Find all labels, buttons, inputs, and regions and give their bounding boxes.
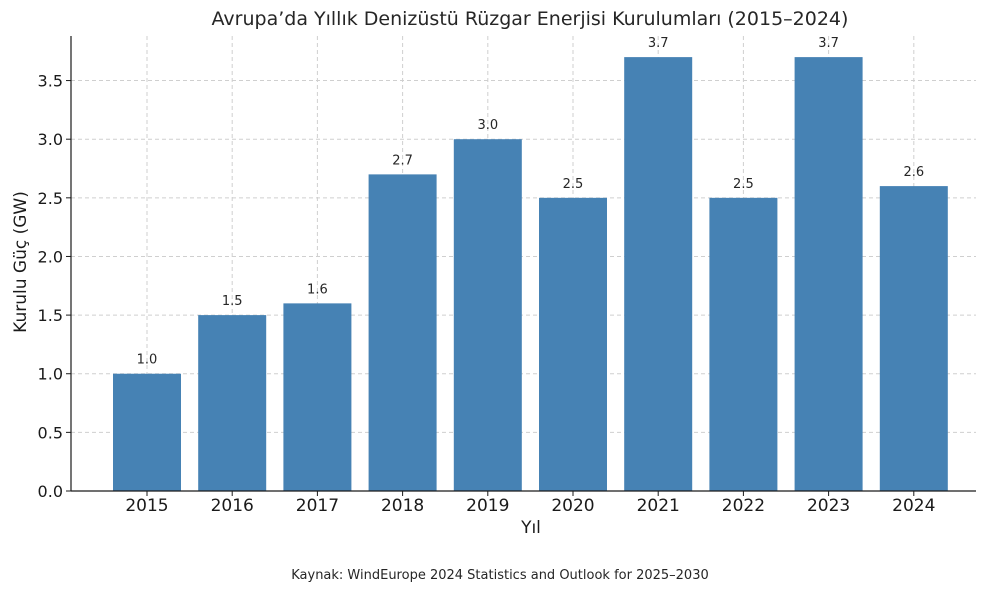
bar-2018: [368, 174, 437, 491]
y-ticks: 0.0 0.5 1.0 1.5 2.0 2.5 3.0 3.5: [38, 72, 71, 501]
data-label-2024: 2.6: [903, 165, 924, 180]
bar-2020: [539, 197, 607, 491]
x-tick-label: 2021: [637, 496, 680, 516]
chart-title: Avrupa’da Yıllık Denizüstü Rüzgar Enerji…: [212, 8, 849, 30]
x-tick-label: 2023: [807, 496, 850, 516]
x-tick-label: 2020: [551, 496, 594, 516]
data-label-2018: 2.7: [392, 153, 413, 168]
data-label-2017: 1.6: [307, 282, 328, 297]
x-tick-label: 2017: [296, 496, 339, 516]
x-tick-label: 2015: [125, 496, 168, 516]
bar-2021: [624, 57, 693, 491]
x-ticks: 2015 2016 2017 2018 2019 2020 2021 2022 2023 2024: [125, 491, 935, 516]
bar-2022: [709, 197, 778, 491]
x-tick-label: 2016: [211, 496, 254, 516]
x-tick-label: 2022: [722, 496, 765, 516]
y-tick-label: 2.5: [38, 189, 63, 208]
bar-2016: [198, 315, 267, 491]
data-label-2020: 2.5: [563, 177, 584, 192]
data-label-2021: 3.7: [648, 36, 669, 51]
y-tick-label: 0.5: [38, 423, 63, 442]
x-tick-label: 2019: [466, 496, 509, 516]
data-label-2023: 3.7: [818, 36, 839, 51]
bar-2017: [283, 303, 352, 491]
bar-2019: [453, 139, 522, 492]
x-axis-label: Yıl: [520, 518, 541, 538]
x-tick-label: 2018: [381, 496, 424, 516]
axes: [70, 36, 976, 492]
bar-2015: [113, 373, 181, 491]
data-label-2022: 2.5: [733, 177, 754, 192]
y-tick-label: 1.5: [38, 306, 63, 325]
y-tick-label: 2.0: [38, 247, 63, 266]
source-note: Kaynak: WindEurope 2024 Statistics and O…: [291, 568, 709, 583]
bar-2023: [794, 57, 863, 491]
y-tick-label: 3.5: [38, 72, 63, 91]
bar-2024: [879, 186, 948, 491]
x-tick-label: 2024: [892, 496, 935, 516]
y-tick-label: 0.0: [38, 482, 63, 501]
y-tick-label: 3.0: [38, 130, 63, 149]
bars: [113, 57, 948, 492]
y-axis-label: Kurulu Güç (GW): [11, 191, 31, 333]
data-label-2016: 1.5: [222, 294, 243, 309]
data-labels: 1.0 1.5 1.6 2.7 3.0 2.5 3.7 2.5 3.7 2.6: [137, 36, 924, 368]
y-tick-label: 1.0: [38, 365, 63, 384]
data-label-2019: 3.0: [477, 118, 498, 133]
data-label-2015: 1.0: [137, 353, 158, 368]
